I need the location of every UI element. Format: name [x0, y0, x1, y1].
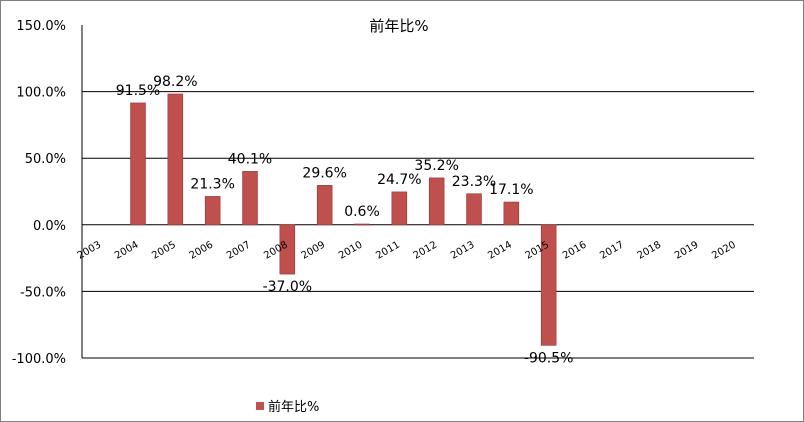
plot-area	[82, 25, 754, 358]
bars	[130, 93, 557, 346]
data-label: 23.3%	[452, 174, 496, 190]
data-label: 29.6%	[302, 165, 346, 181]
data-label: -90.5%	[524, 350, 574, 366]
legend-label: 前年比%	[268, 399, 319, 415]
data-label: 98.2%	[153, 74, 197, 90]
chart-title: 前年比%	[369, 17, 428, 35]
data-label: 40.1%	[228, 151, 272, 167]
data-labels: 91.5%98.2% 21.3% 40.1% -37.0% 29.6% 0.6% 24.7%…	[116, 74, 574, 366]
y-tick-label: -100.0%	[12, 352, 66, 367]
bar	[316, 185, 333, 226]
data-label: 21.3%	[190, 176, 234, 192]
legend: 前年比%	[256, 399, 319, 415]
y-tick-label: 100.0%	[16, 86, 66, 101]
y-tick-label: 150.0%	[16, 19, 66, 34]
bar	[130, 102, 146, 226]
y-tick-label: 50.0%	[25, 152, 66, 167]
data-label: 17.1%	[489, 182, 533, 198]
data-label: 24.7%	[377, 172, 421, 188]
bar	[503, 201, 520, 226]
legend-swatch	[256, 402, 264, 410]
data-label: 35.2%	[414, 158, 458, 174]
data-label: -37.0%	[263, 279, 313, 295]
bar	[354, 223, 370, 226]
bar	[391, 191, 408, 226]
bar	[279, 224, 296, 275]
bar	[167, 93, 184, 226]
bar	[204, 196, 221, 226]
data-label: 0.6%	[344, 204, 380, 220]
bar	[428, 177, 445, 226]
bar	[540, 224, 557, 346]
y-tick-label: 0.0%	[33, 219, 66, 234]
gridlines	[82, 91, 754, 359]
y-tick-label: -50.0%	[20, 285, 66, 300]
data-label: 91.5%	[116, 83, 160, 99]
bar	[466, 193, 482, 226]
y-tick-labels: 150.0% 100.0% 50.0% 0.0% -50.0% -100.0%	[12, 19, 66, 367]
bar	[242, 171, 258, 226]
